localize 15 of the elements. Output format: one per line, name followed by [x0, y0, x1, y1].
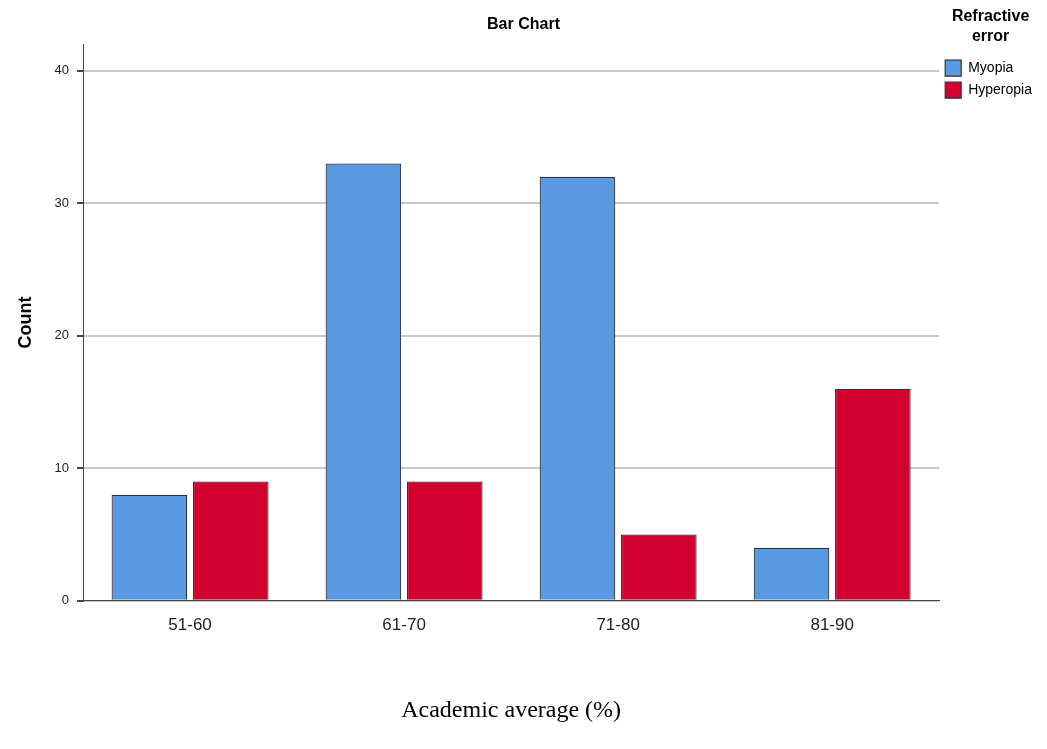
- x-tick-label: 71-80: [596, 614, 640, 634]
- x-tick-label: 51-60: [168, 614, 212, 634]
- legend-label: Hyperopia: [968, 81, 1033, 98]
- x-tick-label: 61-70: [382, 614, 426, 634]
- x-axis-title: Academic average (%): [401, 695, 622, 722]
- legend-title: Refractive error: [951, 7, 1030, 44]
- chart-title: Bar Chart: [487, 15, 561, 33]
- y-tick-label: 0: [61, 592, 70, 608]
- y-tick-label: 30: [54, 194, 70, 210]
- y-tick-label: 20: [54, 327, 70, 343]
- y-tick-label: 10: [54, 459, 70, 475]
- legend-label: Myopia: [968, 59, 1014, 76]
- y-tick-label: 40: [54, 62, 70, 78]
- y-axis-title: Count: [14, 296, 35, 349]
- x-tick-label: 81-90: [810, 614, 854, 634]
